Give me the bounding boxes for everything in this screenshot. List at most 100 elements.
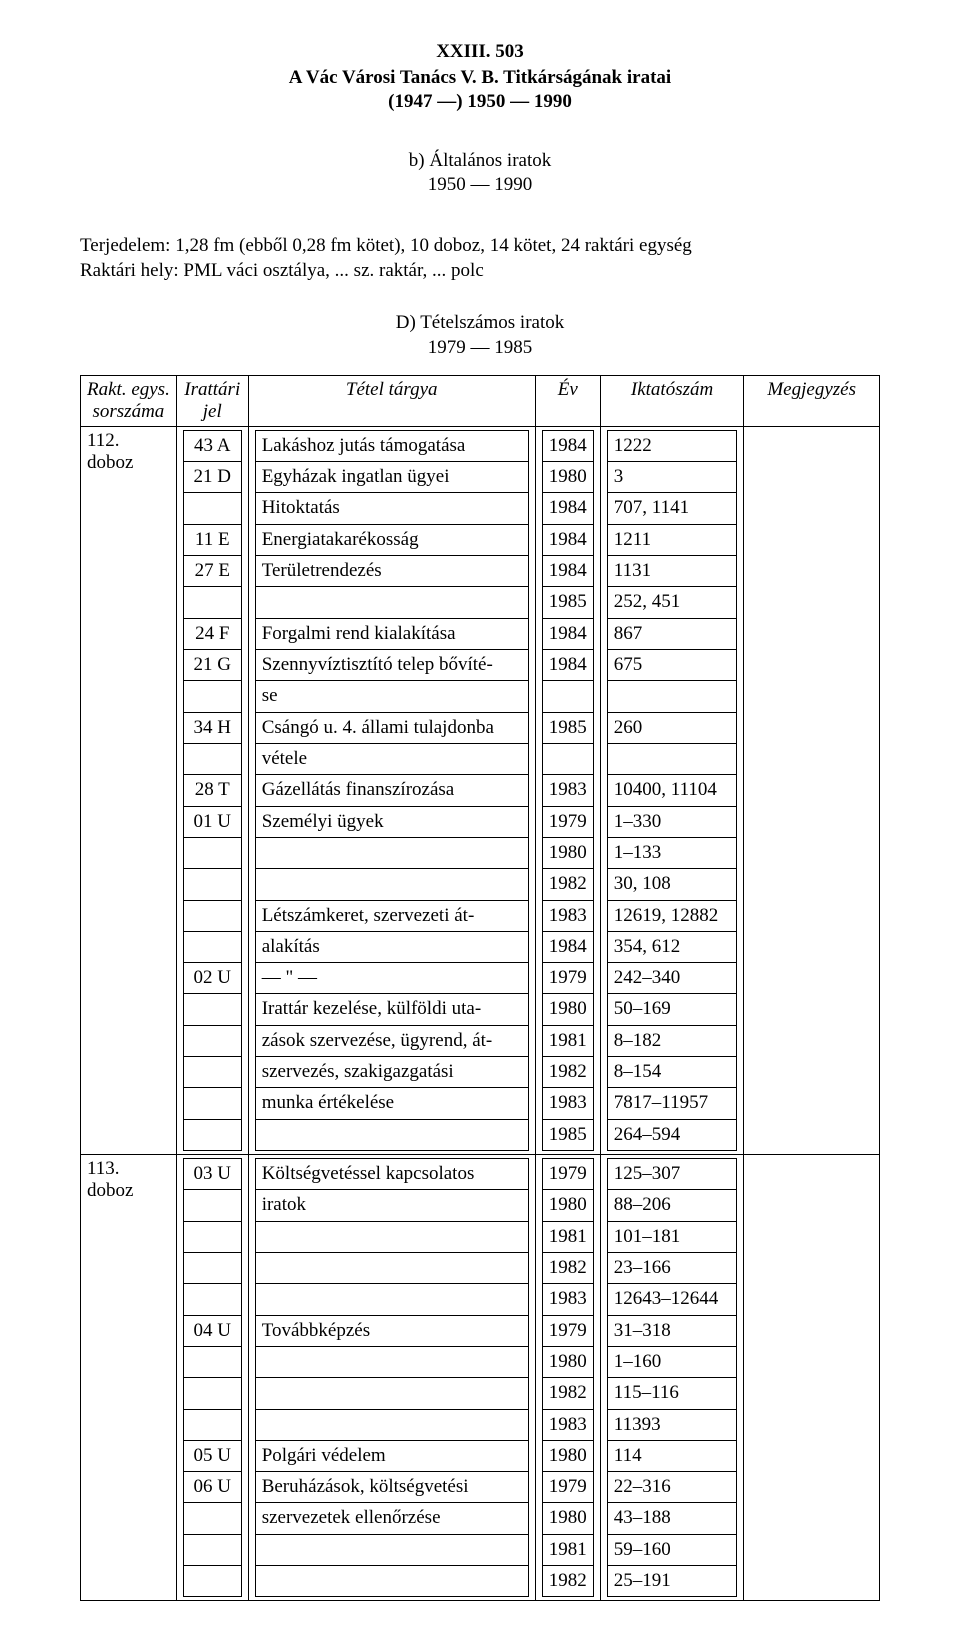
cell-ikt-line: 25–191 <box>607 1566 737 1597</box>
col-header-jel: Irattári jel <box>176 375 248 426</box>
section-d-label: D) Tételszámos iratok <box>80 311 880 336</box>
cell-ev-line: 1982 <box>542 1057 593 1088</box>
cell-jel-line <box>183 1284 241 1315</box>
cell-ev-line: 1984 <box>542 618 593 649</box>
cell-ikt-line: 8–182 <box>607 1025 737 1056</box>
cell-targy-line <box>255 1252 528 1283</box>
cell-ikt-line: 59–160 <box>607 1534 737 1565</box>
col-header-targy: Tétel tárgya <box>248 375 535 426</box>
cell-megj <box>744 1155 880 1601</box>
cell-ikt-line: 12619, 12882 <box>607 900 737 931</box>
cell-ev-line: 1982 <box>542 1378 593 1409</box>
cell-ikt-line <box>607 681 737 712</box>
cell-jel-line <box>183 1190 241 1221</box>
cell-ikt-line: 115–116 <box>607 1378 737 1409</box>
cell-jel-line: 43 A <box>183 430 241 461</box>
cell-jel-line: 01 U <box>183 806 241 837</box>
cell-ev-line: 1983 <box>542 900 593 931</box>
cell-ev-line <box>542 681 593 712</box>
cell-jel-line <box>183 1057 241 1088</box>
cell-ev-line: 1984 <box>542 524 593 555</box>
cell-ikt-line: 11393 <box>607 1409 737 1440</box>
cell-targy-line: Költségvetéssel kapcsolatos <box>255 1159 528 1190</box>
cell-ev-line: 1979 <box>542 1315 593 1346</box>
cell-targy-line: Személyi ügyek <box>255 806 528 837</box>
cell-jel-line <box>183 587 241 618</box>
cell-ikt-line: 10400, 11104 <box>607 775 737 806</box>
cell-ev-line: 1981 <box>542 1025 593 1056</box>
cell-ikt-line: 22–316 <box>607 1472 737 1503</box>
col-header-rakt: Rakt. egys. sorszáma <box>81 375 177 426</box>
cell-jel: 03 U 04 U 05 U06 U <box>176 1155 248 1601</box>
cell-targy-line: Forgalmi rend kialakítása <box>255 618 528 649</box>
cell-ev-line: 1979 <box>542 1472 593 1503</box>
cell-ikt-line <box>607 743 737 774</box>
cell-ikt-line: 1211 <box>607 524 737 555</box>
cell-jel-line <box>183 1025 241 1056</box>
cell-targy-line: Egyházak ingatlan ügyei <box>255 462 528 493</box>
cell-ikt-line: 31–318 <box>607 1315 737 1346</box>
cell-jel-line <box>183 931 241 962</box>
cell-targy: Költségvetéssel kapcsolatosiratok Tovább… <box>248 1155 535 1601</box>
cell-ikt-line: 242–340 <box>607 963 737 994</box>
cell-targy-line <box>255 869 528 900</box>
cell-jel-line: 28 T <box>183 775 241 806</box>
cell-ev-line: 1979 <box>542 806 593 837</box>
cell-megj <box>744 426 880 1154</box>
cell-jel-line: 11 E <box>183 524 241 555</box>
doc-title: A Vác Városi Tanács V. B. Titkárságának … <box>80 67 880 89</box>
cell-ikt-line: 354, 612 <box>607 931 737 962</box>
cell-ev-line: 1982 <box>542 869 593 900</box>
cell-jel-line: 02 U <box>183 963 241 994</box>
cell-jel-line: 03 U <box>183 1159 241 1190</box>
cell-ev-line: 1979 <box>542 963 593 994</box>
cell-ikt-line: 1222 <box>607 430 737 461</box>
cell-jel-line <box>183 837 241 868</box>
cell-jel-line: 04 U <box>183 1315 241 1346</box>
cell-targy-line: Beruházások, költségvetési <box>255 1472 528 1503</box>
cell-jel-line: 34 H <box>183 712 241 743</box>
cell-ev-line: 1980 <box>542 837 593 868</box>
cell-jel-line <box>183 900 241 931</box>
cell-jel-line: 21 D <box>183 462 241 493</box>
cell-ikt-line: 88–206 <box>607 1190 737 1221</box>
cell-targy-line <box>255 1284 528 1315</box>
cell-targy-line: alakítás <box>255 931 528 962</box>
col-header-ikt: Iktatószám <box>600 375 744 426</box>
cell-targy-line: Szennyvíztisztító telep bővíté- <box>255 650 528 681</box>
cell-ikt-line: 252, 451 <box>607 587 737 618</box>
cell-targy-line: Hitoktatás <box>255 493 528 524</box>
cell-jel-line: 21 G <box>183 650 241 681</box>
cell-targy-line <box>255 1534 528 1565</box>
cell-jel-line <box>183 869 241 900</box>
cell-ev: 19841980198419841984198519841984 1985 19… <box>535 426 600 1154</box>
cell-targy-line: Továbbképzés <box>255 1315 528 1346</box>
cell-jel-line <box>183 1566 241 1597</box>
cell-ikt-line: 101–181 <box>607 1221 737 1252</box>
cell-ikt-line: 12643–12644 <box>607 1284 737 1315</box>
cell-jel-line <box>183 743 241 774</box>
cell-ev-line: 1983 <box>542 1284 593 1315</box>
cell-targy-line <box>255 587 528 618</box>
cell-targy-line <box>255 1119 528 1150</box>
cell-targy-line: iratok <box>255 1190 528 1221</box>
cell-ev-line: 1984 <box>542 430 593 461</box>
cell-targy-line: Irattár kezelése, külföldi uta- <box>255 994 528 1025</box>
cell-jel-line <box>183 493 241 524</box>
cell-targy-line: — " — <box>255 963 528 994</box>
cell-ikt-line: 1–133 <box>607 837 737 868</box>
cell-ev: 1979198019811982198319791980198219831980… <box>535 1155 600 1601</box>
cell-targy-line: se <box>255 681 528 712</box>
cell-targy-line: Csángó u. 4. állami tulajdonba <box>255 712 528 743</box>
cell-targy-line <box>255 1566 528 1597</box>
cell-ev-line <box>542 743 593 774</box>
cell-jel-line <box>183 994 241 1025</box>
cell-ikt-line: 1131 <box>607 556 737 587</box>
cell-targy-line: szervezetek ellenőrzése <box>255 1503 528 1534</box>
cell-ikt-line: 1–160 <box>607 1346 737 1377</box>
cell-targy-line: Lakáshoz jutás támogatása <box>255 430 528 461</box>
section-b-dates: 1950 — 1990 <box>80 173 880 198</box>
cell-jel: 43 A21 D 11 E27 E 24 F21 G 34 H 28 T01 U… <box>176 426 248 1154</box>
cell-ikt: 12223707, 114112111131252, 451867675 260… <box>600 426 744 1154</box>
cell-ikt-line: 43–188 <box>607 1503 737 1534</box>
